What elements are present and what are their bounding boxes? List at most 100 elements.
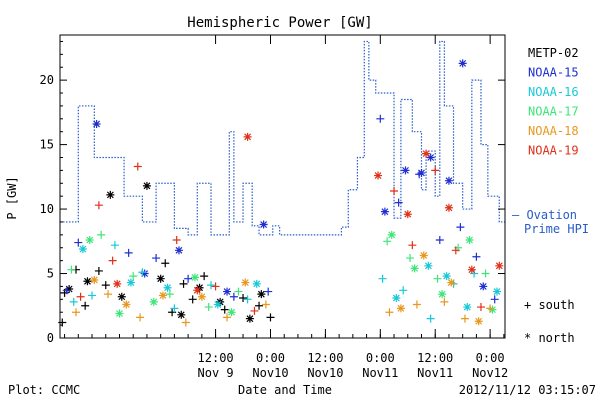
noaa-16-north-point — [78, 245, 87, 254]
metp-02-north-point — [177, 310, 186, 319]
x-tick-time: 0:00 — [256, 351, 285, 365]
noaa-17-north-point — [149, 297, 158, 306]
noaa-16-north-point — [163, 283, 172, 292]
legend-entry: NOAA-17 — [528, 105, 579, 119]
y-tick-label: 15 — [40, 138, 54, 152]
noaa-19-south-point — [211, 282, 220, 291]
noaa-19-south-point — [133, 162, 142, 171]
x-tick-time: 0:00 — [366, 351, 395, 365]
noaa-19-south-point — [431, 166, 440, 175]
noaa-19-south-point — [476, 303, 485, 312]
noaa-18-south-point — [72, 308, 81, 317]
noaa-16-south-point — [426, 314, 435, 323]
noaa-18-south-point — [412, 300, 421, 309]
legend-entry: NOAA-19 — [528, 144, 579, 158]
noaa-17-south-point — [67, 265, 76, 274]
metp-02-north-point — [245, 314, 254, 323]
noaa-19-south-point — [94, 201, 103, 210]
noaa-18-north-point — [158, 291, 167, 300]
x-tick-date: Nov11 — [417, 366, 453, 380]
ovation-step-path — [60, 40, 505, 236]
noaa-19-south-point — [390, 187, 399, 196]
noaa-19-north-point — [422, 149, 431, 158]
noaa-15-south-point — [124, 248, 133, 257]
noaa-18-south-point — [486, 304, 495, 313]
noaa-16-north-point — [492, 287, 501, 296]
x-tick-date: Nov11 — [362, 366, 398, 380]
noaa-17-south-point — [481, 269, 490, 278]
noaa-18-south-point — [385, 308, 394, 317]
ovation-legend-line2: Prime HPI — [524, 222, 589, 236]
marker-legend-south: + south — [524, 298, 575, 312]
noaa-19-north-point — [243, 132, 252, 141]
noaa-15-north-point — [458, 59, 467, 68]
y-axis-label: P [GW] — [5, 176, 19, 219]
legend-entry: NOAA-15 — [528, 66, 579, 80]
x-tick-time: 12:00 — [198, 351, 234, 365]
noaa-15-south-point — [394, 198, 403, 207]
metp-02-north-point — [83, 277, 92, 286]
noaa-16-south-point — [207, 281, 216, 290]
noaa-18-north-point — [396, 304, 405, 313]
y-tick-label: 20 — [40, 73, 54, 87]
noaa-16-south-point — [88, 291, 97, 300]
x-axis-label: Date and Time — [238, 383, 332, 397]
noaa-17-north-point — [410, 264, 419, 273]
y-tick-label: 0 — [47, 331, 54, 345]
noaa-15-south-point — [74, 238, 83, 247]
noaa-15-north-point — [140, 269, 149, 278]
noaa-19-south-point — [108, 256, 117, 265]
noaa-19-north-point — [193, 286, 202, 295]
noaa-16-north-point — [442, 272, 451, 281]
noaa-19-south-point — [451, 246, 460, 255]
noaa-16-north-point — [463, 303, 472, 312]
noaa-18-south-point — [261, 300, 270, 309]
noaa-16-north-point — [392, 294, 401, 303]
x-tick-date: Nov10 — [252, 366, 288, 380]
metp-02-south-point — [255, 301, 264, 310]
noaa-18-south-point — [181, 318, 190, 327]
noaa-19-north-point — [467, 265, 476, 274]
noaa-15-south-point — [456, 223, 465, 232]
noaa-18-north-point — [447, 278, 456, 287]
noaa-17-north-point — [115, 309, 124, 318]
noaa-17-north-point — [488, 305, 497, 314]
metp-02-north-point — [106, 190, 115, 199]
noaa-18-south-point — [223, 313, 232, 322]
noaa-17-south-point — [433, 274, 442, 283]
noaa-19-south-point — [172, 236, 181, 245]
noaa-17-north-point — [190, 273, 199, 282]
metp-02-south-point — [94, 266, 103, 275]
noaa-16-south-point — [69, 297, 78, 306]
noaa-17-south-point — [406, 254, 415, 263]
noaa-18-north-point — [197, 292, 206, 301]
noaa-15-north-point — [259, 220, 268, 229]
noaa-15-north-point — [417, 168, 426, 177]
noaa-16-south-point — [110, 241, 119, 250]
scatter-points — [58, 59, 504, 327]
noaa-18-north-point — [419, 251, 428, 260]
legend-entry: NOAA-18 — [528, 124, 579, 138]
noaa-15-north-point — [380, 207, 389, 216]
noaa-17-south-point — [129, 272, 138, 281]
noaa-18-south-point — [104, 290, 113, 299]
noaa-15-south-point — [472, 252, 481, 261]
metp-02-north-point — [65, 285, 74, 294]
noaa-17-north-point — [438, 290, 447, 299]
x-tick-date: Nov12 — [472, 366, 508, 380]
noaa-17-south-point — [165, 290, 174, 299]
noaa-18-north-point — [241, 278, 250, 287]
noaa-16-north-point — [424, 261, 433, 270]
noaa-15-south-point — [376, 114, 385, 123]
noaa-15-north-point — [479, 282, 488, 291]
metp-02-north-point — [142, 181, 151, 190]
noaa-16-south-point — [170, 304, 179, 313]
metp-02-south-point — [161, 259, 170, 268]
noaa-18-north-point — [90, 275, 99, 284]
metp-02-south-point — [81, 301, 90, 310]
metp-02-south-point — [101, 281, 110, 290]
footer-credit: Plot: CCMC — [8, 383, 80, 397]
x-tick-time: 12:00 — [417, 351, 453, 365]
x-tick-time: 0:00 — [476, 351, 505, 365]
